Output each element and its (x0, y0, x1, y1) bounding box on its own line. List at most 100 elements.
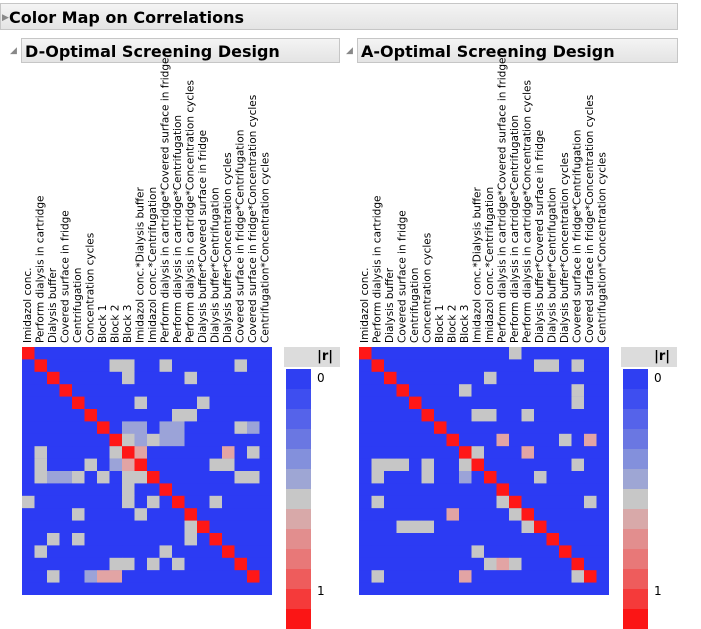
heatmap-cell (184, 533, 198, 546)
heatmap-cell (222, 582, 235, 595)
heatmap-cell (496, 533, 510, 546)
legend-swatch (286, 469, 311, 489)
heatmap-cell (59, 495, 73, 509)
heatmap-cell (584, 520, 597, 534)
heatmap-cell (396, 495, 410, 509)
heatmap-cell (259, 409, 272, 422)
heatmap-cell (84, 384, 98, 397)
legend-swatch (286, 409, 311, 429)
legend-color-bar (286, 369, 311, 629)
heatmap-cell (122, 396, 135, 410)
heatmap-cell (434, 533, 447, 546)
heatmap-cell (396, 421, 410, 434)
heatmap-cell (259, 545, 272, 558)
heatmap-cell (596, 520, 609, 534)
heatmap-cell (571, 557, 585, 571)
heatmap-cell (97, 347, 110, 360)
heatmap-cell (97, 570, 110, 583)
a-optimal-heatmap[interactable] (359, 347, 609, 595)
heatmap-cell (259, 582, 272, 595)
column-label: Block 2 (110, 305, 122, 343)
heatmap-cell (371, 483, 385, 496)
heatmap-cell (509, 384, 522, 397)
heatmap-cell (197, 446, 210, 459)
d-optimal-header[interactable]: ◢ D-Optimal Screening Design (10, 38, 340, 63)
heatmap-cell (47, 384, 60, 397)
heatmap-cell (259, 508, 272, 521)
heatmap-cell (471, 359, 485, 372)
heatmap-cell (446, 533, 460, 546)
heatmap-cell (47, 409, 60, 422)
heatmap-cell (222, 533, 235, 546)
heatmap-cell (134, 483, 148, 496)
heatmap-cell (22, 495, 35, 509)
heatmap-cell (509, 483, 522, 496)
heatmap-cell (197, 570, 210, 583)
heatmap-cell (584, 570, 597, 583)
heatmap-cell (559, 396, 572, 410)
heatmap-cell (484, 458, 497, 472)
heatmap-cell (147, 421, 160, 434)
heatmap-cell (384, 483, 397, 496)
heatmap-cell (396, 545, 410, 558)
heatmap-cell (59, 384, 73, 397)
heatmap-cell (222, 421, 235, 434)
heatmap-cell (159, 446, 173, 459)
heatmap-cell (546, 557, 560, 571)
collapse-triangle-icon[interactable]: ▶ (2, 13, 9, 23)
heatmap-cell (172, 433, 185, 447)
heatmap-cell (234, 582, 248, 595)
heatmap-cell (259, 533, 272, 546)
disclosure-triangle-icon[interactable]: ◢ (10, 46, 17, 56)
heatmap-cell (259, 557, 272, 571)
d-optimal-heatmap[interactable] (22, 347, 272, 595)
heatmap-cell (234, 570, 248, 583)
heatmap-cell (359, 495, 372, 509)
heatmap-cell (209, 471, 223, 484)
heatmap-cell (534, 371, 547, 385)
heatmap-cell (34, 359, 48, 372)
heatmap-cell (134, 433, 148, 447)
disclosure-triangle-icon[interactable]: ◢ (346, 46, 353, 56)
legend-header: |r| (284, 347, 340, 367)
heatmap-cell (122, 421, 135, 434)
heatmap-cell (596, 409, 609, 422)
heatmap-cell (371, 396, 385, 410)
heatmap-cell (159, 533, 173, 546)
heatmap-cell (184, 371, 198, 385)
column-label: Dialysis buffer*Concentration cycles (222, 152, 234, 343)
heatmap-cell (434, 458, 447, 472)
heatmap-cell (197, 495, 210, 509)
heatmap-cell (34, 471, 48, 484)
heatmap-cell (97, 483, 110, 496)
heatmap-cell (421, 570, 435, 583)
heatmap-cell (147, 533, 160, 546)
heatmap-cell (159, 545, 173, 558)
legend-swatch (286, 429, 311, 449)
heatmap-cell (222, 396, 235, 410)
heatmap-cell (459, 570, 472, 583)
heatmap-cell (421, 371, 435, 385)
heatmap-cell (559, 458, 572, 472)
heatmap-cell (484, 545, 497, 558)
heatmap-cell (559, 570, 572, 583)
heatmap-cell (471, 582, 485, 595)
heatmap-cell (509, 471, 522, 484)
column-label: Imidazol conc.*Dialysis buffer (472, 186, 484, 343)
a-optimal-header[interactable]: ◢ A-Optimal Screening Design (346, 38, 678, 63)
heatmap-cell (109, 570, 123, 583)
color-map-header[interactable]: ▶ Color Map on Correlations (0, 3, 678, 30)
heatmap-cell (521, 446, 535, 459)
heatmap-cell (559, 359, 572, 372)
heatmap-cell (234, 433, 248, 447)
heatmap-cell (234, 446, 248, 459)
heatmap-cell (222, 359, 235, 372)
heatmap-cell (371, 433, 385, 447)
heatmap-cell (259, 384, 272, 397)
heatmap-cell (47, 508, 60, 521)
heatmap-cell (247, 508, 260, 521)
heatmap-cell (384, 409, 397, 422)
heatmap-cell (496, 582, 510, 595)
heatmap-cell (459, 433, 472, 447)
heatmap-cell (159, 371, 173, 385)
